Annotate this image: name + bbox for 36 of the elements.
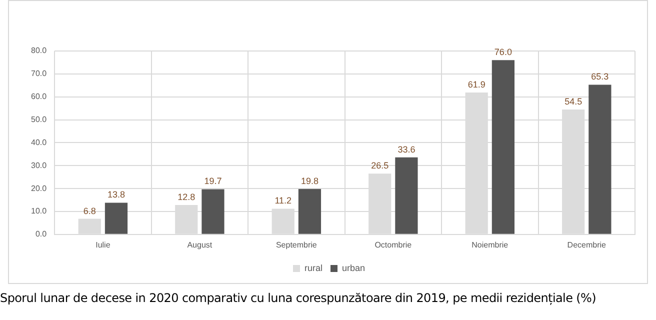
data-label: 26.5 — [371, 160, 389, 171]
data-label: 11.2 — [274, 196, 292, 206]
y-tick-label: 40.0 — [30, 138, 48, 147]
y-tick-label: 60.0 — [30, 92, 48, 102]
data-label: 19.7 — [204, 176, 222, 186]
y-tick-label: 50.0 — [30, 114, 48, 124]
data-label: 6.8 — [83, 206, 96, 216]
y-tick-label: 30.0 — [30, 160, 48, 170]
bar — [588, 84, 612, 234]
data-label: 61.9 — [468, 79, 486, 90]
bar — [104, 202, 128, 234]
bar — [492, 60, 514, 234]
data-label: 76.0 — [494, 47, 512, 58]
data-label: 12.8 — [178, 192, 196, 202]
y-tick-label: 0.0 — [35, 230, 48, 239]
bar — [202, 189, 224, 234]
legend-label: urban — [342, 262, 366, 273]
bar — [395, 157, 418, 234]
data-label: 33.6 — [398, 144, 416, 154]
text: Sporul lunar de decese in 2020 comparativ cu luna corespunzătoare din 2019, pe medii rezidențiale (%) — [0, 291, 596, 305]
bar — [298, 189, 322, 234]
x-tick-label: Decembrie — [567, 240, 607, 250]
data-label: 19.8 — [300, 176, 318, 186]
data-label: 13.8 — [107, 190, 126, 200]
y-tick-label: 20.0 — [30, 184, 48, 193]
data-label: 54.5 — [564, 96, 582, 106]
x-tick-label: Noiembrie — [472, 240, 509, 250]
y-tick-label: 10.0 — [30, 206, 48, 216]
y-tick-label: 80.0 — [30, 46, 48, 56]
y-tick-label: 70.0 — [30, 69, 48, 78]
legend-label: rural — [304, 262, 323, 273]
x-tick-label: Septembrie — [276, 240, 318, 250]
x-tick-label: August — [187, 240, 213, 250]
data-label: 65.3 — [591, 72, 609, 82]
x-tick-label: Octombrie — [374, 240, 412, 250]
x-tick-label: Iulie — [96, 240, 111, 250]
